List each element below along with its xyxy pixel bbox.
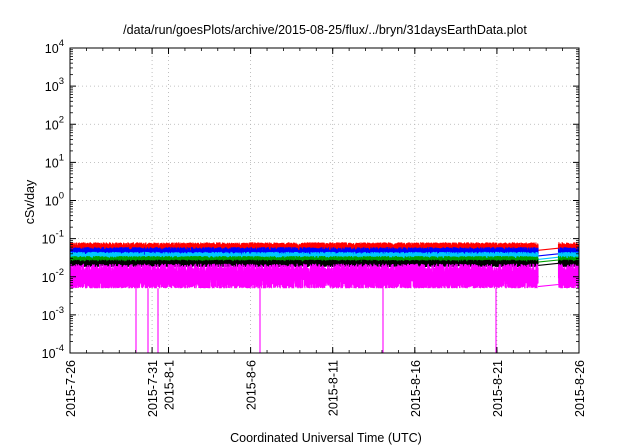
grid (70, 48, 579, 353)
y-tick-label: 101 (45, 152, 64, 170)
series-line (69, 263, 580, 353)
x-tick-label: 2015-8-1 (163, 360, 177, 410)
x-tick-label: 2015-8-16 (409, 360, 423, 417)
y-tick-label: 103 (45, 76, 64, 94)
x-tick-label: 2015-8-11 (327, 360, 341, 416)
chart-title: /data/run/goesPlots/archive/2015-08-25/f… (123, 23, 527, 37)
y-tick-label: 104 (45, 38, 64, 56)
y-tick-label: 10-3 (42, 305, 64, 323)
y-tick-label: 10-2 (42, 267, 64, 285)
x-tick-label: 2015-8-26 (573, 360, 587, 417)
y-axis-label: cSv/day (23, 179, 37, 224)
x-tick-label: 2015-8-6 (245, 360, 259, 410)
y-tick-label: 10-1 (42, 229, 64, 247)
x-axis-label: Coordinated Universal Time (UTC) (230, 431, 422, 445)
y-tick-label: 100 (45, 191, 64, 209)
x-tick-label: 2015-7-31 (146, 360, 160, 417)
x-axis: 2015-7-26 2015-7-31 2015-8-1 2015-8-6 2015-8… (64, 48, 587, 417)
y-tick-label: 102 (45, 114, 64, 132)
plot-series (69, 242, 580, 353)
x-tick-label: 2015-8-21 (491, 360, 505, 417)
x-tick-label: 2015-7-26 (64, 360, 78, 417)
y-axis: 10-4 10-3 10-2 10-1 100 101 102 103 104 (42, 38, 579, 361)
y-tick-label: 10-4 (42, 343, 64, 361)
